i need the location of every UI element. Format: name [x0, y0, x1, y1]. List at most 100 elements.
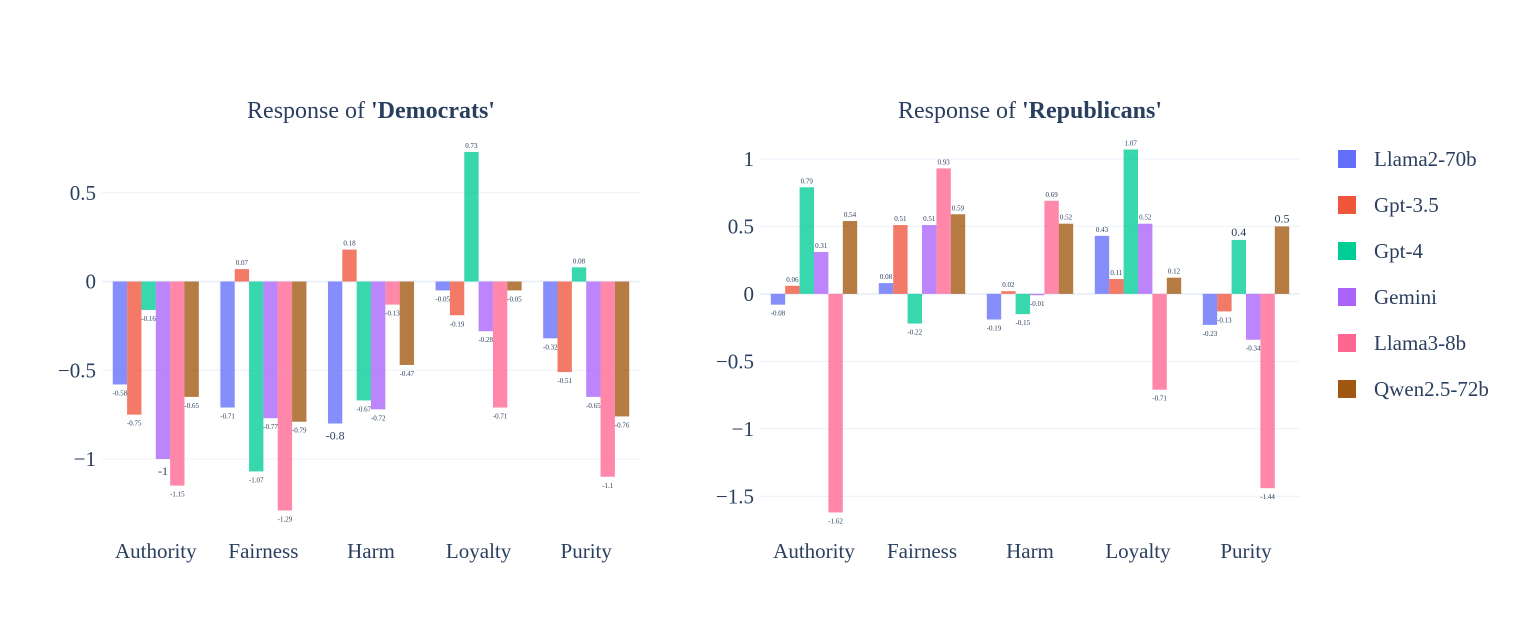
bar-gpt-3-5-fairness[interactable]	[893, 225, 908, 294]
bar-llama2-70b-authority[interactable]	[770, 293, 786, 305]
data-label: -0.05	[507, 295, 522, 303]
x-tick-label-authority: Authority	[115, 539, 197, 563]
legend-item-gpt-4[interactable]: Gpt-4	[1338, 228, 1518, 274]
bar-llama3-8b-authority[interactable]	[170, 281, 185, 486]
bar-gpt-3-5-harm[interactable]	[342, 249, 357, 282]
bar-gemini-authority[interactable]	[814, 252, 829, 294]
bar-llama2-70b-purity[interactable]	[1202, 293, 1218, 325]
bar-llama3-8b-authority[interactable]	[828, 293, 843, 513]
bar-gemini-purity[interactable]	[1246, 293, 1261, 340]
data-label: -1	[158, 464, 168, 478]
bar-gemini-purity[interactable]	[586, 281, 601, 397]
bar-llama2-70b-fairness[interactable]	[878, 283, 894, 294]
bar-gemini-authority[interactable]	[155, 281, 171, 460]
bar-gpt-3-5-purity[interactable]	[557, 281, 572, 373]
bar-llama3-8b-harm[interactable]	[385, 281, 400, 305]
bar-llama2-70b-fairness[interactable]	[220, 281, 235, 408]
data-label: 0.43	[1096, 226, 1109, 234]
bar-llama3-8b-purity[interactable]	[600, 281, 615, 477]
data-label: -0.65	[184, 402, 199, 410]
data-label: -1.62	[828, 517, 843, 525]
data-label: 0.06	[786, 276, 799, 284]
data-label: -0.08	[771, 310, 786, 318]
chart-democrats: 0.5 0 −0.5 −1 Response of 'Democrats' Authori…	[58, 98, 640, 563]
legend-swatch	[1338, 334, 1356, 352]
bar-gpt-4-loyalty[interactable]	[464, 151, 479, 282]
bar-qwen2-5-72b-loyalty[interactable]	[507, 281, 522, 291]
bar-qwen2-5-72b-purity[interactable]	[614, 281, 630, 417]
bar-llama3-8b-fairness[interactable]	[936, 168, 951, 294]
bar-gpt-3-5-loyalty[interactable]	[449, 281, 465, 316]
bar-gpt-3-5-fairness[interactable]	[234, 269, 250, 282]
bar-gpt-3-5-loyalty[interactable]	[1109, 279, 1124, 294]
bar-gpt-4-purity[interactable]	[571, 267, 587, 282]
data-label: -0.51	[557, 377, 572, 385]
bar-llama2-70b-harm[interactable]	[986, 293, 1002, 320]
data-label: -0.34	[1246, 345, 1261, 353]
bar-gemini-harm[interactable]	[371, 281, 386, 410]
legend-item-qwen2-5-72b[interactable]: Qwen2.5-72b	[1338, 366, 1518, 412]
data-label: 0.54	[844, 211, 857, 219]
bar-gpt-3-5-authority[interactable]	[127, 281, 142, 415]
bar-qwen2-5-72b-loyalty[interactable]	[1166, 277, 1182, 294]
bar-gpt-4-fairness[interactable]	[907, 293, 922, 324]
bar-llama2-70b-loyalty[interactable]	[1094, 235, 1110, 294]
bar-gpt-3-5-authority[interactable]	[785, 285, 800, 294]
data-label: 0.08	[880, 273, 893, 281]
bar-llama3-8b-fairness[interactable]	[277, 281, 293, 511]
bar-gemini-harm[interactable]	[1030, 293, 1045, 296]
bar-llama2-70b-harm[interactable]	[327, 281, 343, 424]
bar-llama3-8b-purity[interactable]	[1260, 293, 1275, 489]
bar-gpt-4-harm[interactable]	[356, 281, 371, 401]
data-label: 0.79	[801, 177, 814, 185]
data-label: -0.47	[400, 370, 415, 378]
data-label: -1.1	[602, 482, 614, 490]
legend-item-llama3-8b[interactable]: Llama3-8b	[1338, 320, 1518, 366]
legend-item-gemini[interactable]: Gemini	[1338, 274, 1518, 320]
bar-gpt-4-harm[interactable]	[1015, 293, 1030, 315]
bar-llama2-70b-loyalty[interactable]	[435, 281, 450, 291]
bar-gemini-loyalty[interactable]	[478, 281, 493, 332]
data-label: -0.19	[450, 320, 465, 328]
legend-label: Llama2-70b	[1374, 146, 1477, 171]
data-label: -0.72	[371, 414, 386, 422]
bar-qwen2-5-72b-harm[interactable]	[399, 281, 415, 365]
bar-llama2-70b-purity[interactable]	[543, 281, 558, 339]
bar-gemini-loyalty[interactable]	[1138, 223, 1153, 294]
data-label: -0.15	[1016, 319, 1031, 327]
data-label: 0.5	[1275, 211, 1290, 225]
bar-gemini-fairness[interactable]	[922, 225, 937, 294]
bar-gpt-4-fairness[interactable]	[249, 281, 264, 472]
bar-gpt-3-5-purity[interactable]	[1217, 293, 1232, 312]
bar-qwen2-5-72b-purity[interactable]	[1274, 226, 1290, 294]
bar-qwen2-5-72b-fairness[interactable]	[292, 281, 307, 422]
bar-qwen2-5-72b-harm[interactable]	[1058, 223, 1074, 294]
y-tick-label: −1.5	[716, 484, 754, 508]
bar-llama3-8b-harm[interactable]	[1044, 200, 1059, 294]
y-tick-label: −1	[732, 417, 754, 441]
data-label: -0.05	[435, 295, 450, 303]
chart-title-bold: 'Republicans'	[1022, 98, 1162, 124]
legend-item-llama2-70b[interactable]: Llama2-70b	[1338, 136, 1518, 182]
data-label: 0.52	[1139, 214, 1152, 222]
chart-title-prefix: Response of	[247, 98, 371, 124]
legend-swatch	[1338, 380, 1356, 398]
bar-qwen2-5-72b-fairness[interactable]	[950, 214, 966, 294]
bar-gemini-fairness[interactable]	[263, 281, 278, 419]
bar-gpt-4-purity[interactable]	[1231, 239, 1246, 294]
bar-llama2-70b-authority[interactable]	[112, 281, 128, 385]
x-tick-label-harm: Harm	[1006, 539, 1054, 563]
bar-gpt-4-loyalty[interactable]	[1123, 149, 1138, 294]
data-label: 0.18	[343, 240, 356, 248]
bar-llama3-8b-loyalty[interactable]	[1152, 293, 1167, 390]
legend-item-gpt-3-5[interactable]: Gpt-3.5	[1338, 182, 1518, 228]
data-label: 0.51	[923, 215, 936, 223]
bar-gpt-4-authority[interactable]	[799, 187, 814, 294]
bar-gpt-3-5-harm[interactable]	[1001, 291, 1016, 294]
bar-gpt-4-authority[interactable]	[141, 281, 156, 310]
data-label: -0.13	[385, 310, 400, 318]
bar-llama3-8b-loyalty[interactable]	[492, 281, 508, 408]
x-tick-label-purity: Purity	[1220, 539, 1272, 563]
bar-qwen2-5-72b-authority[interactable]	[842, 221, 858, 294]
bar-qwen2-5-72b-authority[interactable]	[184, 281, 199, 397]
